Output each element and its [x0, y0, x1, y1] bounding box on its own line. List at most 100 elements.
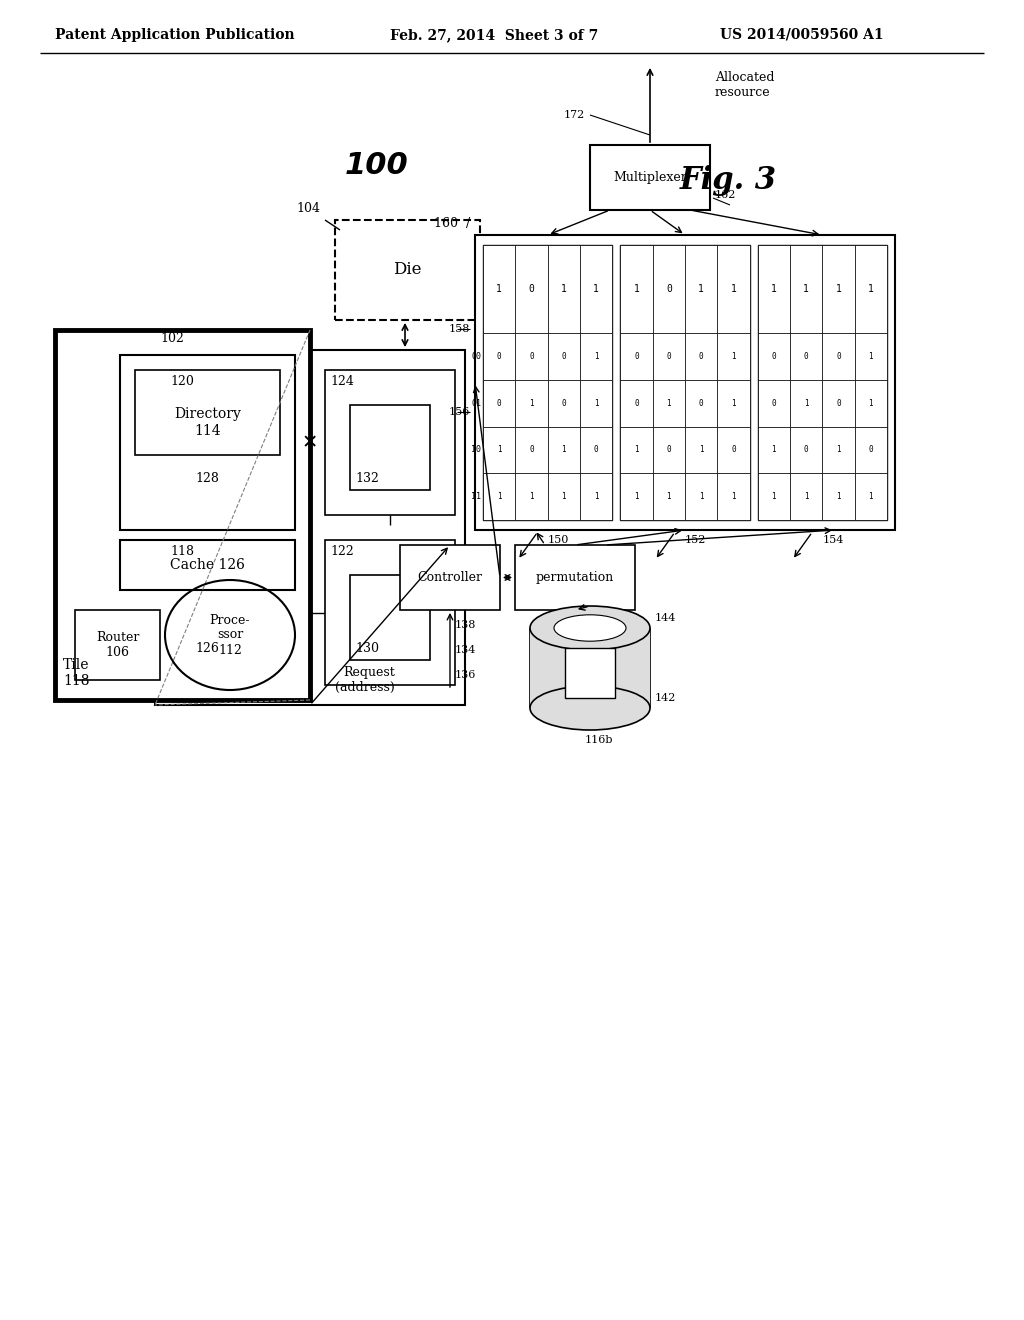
Text: 0: 0 [529, 352, 534, 360]
Text: 0: 0 [666, 284, 672, 294]
Bar [335, 220, 480, 319]
Text: 1: 1 [497, 445, 502, 454]
Bar [475, 235, 895, 531]
Text: Multiplexer: Multiplexer [613, 172, 687, 183]
Text: 0: 0 [698, 352, 703, 360]
Text: 0: 0 [804, 445, 809, 454]
Text: 116b: 116b [585, 735, 613, 744]
Bar [350, 576, 430, 660]
Bar [621, 474, 652, 520]
Text: 0: 0 [771, 399, 776, 408]
Text: 150: 150 [548, 535, 569, 545]
Bar [652, 426, 685, 474]
Bar [548, 474, 580, 520]
Bar [790, 380, 822, 426]
Text: 0: 0 [497, 352, 502, 360]
Bar [483, 246, 515, 333]
Text: 128: 128 [195, 473, 219, 484]
Bar [155, 350, 465, 705]
Bar [758, 246, 887, 520]
Bar [483, 474, 515, 520]
Text: 144: 144 [655, 612, 677, 623]
Bar [855, 380, 887, 426]
Text: 0: 0 [837, 399, 841, 408]
Bar [790, 474, 822, 520]
Bar [515, 545, 635, 610]
Bar [822, 246, 855, 333]
Text: 1: 1 [731, 399, 736, 408]
Text: 120: 120 [170, 375, 194, 388]
Bar [685, 380, 718, 426]
Bar [718, 246, 750, 333]
Bar [621, 426, 652, 474]
Text: Patent Application Publication: Patent Application Publication [55, 28, 295, 42]
Bar [685, 426, 718, 474]
Text: 11: 11 [471, 492, 481, 502]
Bar [621, 380, 652, 426]
Text: 1: 1 [837, 445, 841, 454]
Text: 0: 0 [837, 352, 841, 360]
Text: 172: 172 [564, 110, 585, 120]
Text: 1: 1 [667, 492, 671, 502]
Ellipse shape [554, 615, 626, 642]
Bar [548, 426, 580, 474]
Text: 0: 0 [804, 352, 809, 360]
Text: 102: 102 [160, 333, 184, 345]
Bar [855, 333, 887, 380]
Text: permutation: permutation [536, 572, 614, 583]
Text: 0: 0 [561, 399, 566, 408]
Text: 1: 1 [771, 445, 776, 454]
Bar [325, 370, 455, 515]
Text: US 2014/0059560 A1: US 2014/0059560 A1 [720, 28, 884, 42]
Text: Die: Die [393, 261, 422, 279]
Bar [190, 405, 270, 490]
Text: Controller: Controller [418, 572, 482, 583]
Text: 122: 122 [330, 545, 353, 558]
Text: 1: 1 [868, 284, 873, 294]
Text: 1: 1 [730, 284, 736, 294]
Bar [580, 333, 612, 380]
Text: 1: 1 [804, 492, 809, 502]
Text: 100: 100 [345, 150, 409, 180]
Bar [855, 246, 887, 333]
Bar [652, 246, 685, 333]
Bar [165, 540, 295, 685]
Text: 1: 1 [594, 399, 598, 408]
Text: 1: 1 [561, 445, 566, 454]
Bar [718, 474, 750, 520]
Bar [548, 246, 580, 333]
Bar [515, 474, 548, 520]
Text: 158: 158 [449, 325, 470, 334]
Bar [758, 474, 790, 520]
Bar [758, 426, 790, 474]
Text: 152: 152 [685, 535, 707, 545]
Text: 1: 1 [868, 399, 873, 408]
Bar [790, 426, 822, 474]
Text: Allocated
resource: Allocated resource [715, 71, 774, 99]
Text: Request
(address): Request (address) [335, 667, 395, 694]
Text: 0: 0 [594, 445, 598, 454]
Text: 0: 0 [634, 399, 639, 408]
Bar [190, 576, 270, 660]
Bar [530, 628, 650, 708]
Text: 124: 124 [330, 375, 354, 388]
Text: 1: 1 [731, 492, 736, 502]
Text: 136: 136 [455, 671, 476, 680]
Text: 1: 1 [868, 352, 873, 360]
Text: 1: 1 [803, 284, 809, 294]
Text: 1: 1 [868, 492, 873, 502]
Text: Feb. 27, 2014  Sheet 3 of 7: Feb. 27, 2014 Sheet 3 of 7 [390, 28, 598, 42]
Bar [621, 333, 652, 380]
Bar [565, 648, 615, 698]
Bar [718, 380, 750, 426]
Text: 1: 1 [634, 445, 639, 454]
Text: 1: 1 [561, 284, 566, 294]
Bar [483, 426, 515, 474]
Text: 1: 1 [529, 492, 534, 502]
Text: 1: 1 [836, 284, 842, 294]
Text: Directory
114: Directory 114 [174, 408, 241, 438]
Text: 1: 1 [497, 492, 502, 502]
Text: 0: 0 [497, 399, 502, 408]
Bar [790, 333, 822, 380]
Bar [621, 246, 750, 520]
